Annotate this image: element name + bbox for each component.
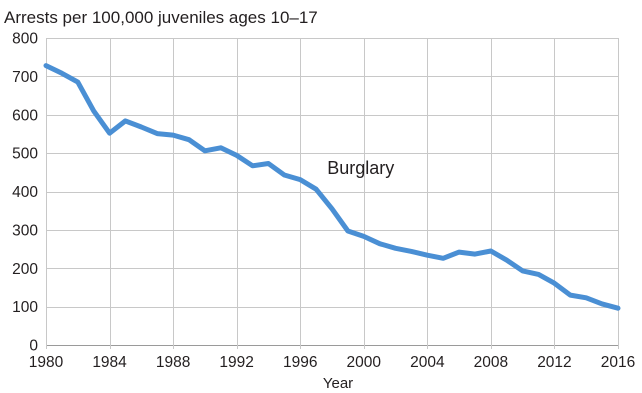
y-tick-label: 0 xyxy=(29,338,38,355)
x-tick-label: 2012 xyxy=(537,354,571,371)
chart-title: Arrests per 100,000 juveniles ages 10–17 xyxy=(4,8,318,27)
x-tick-label: 2004 xyxy=(410,354,445,371)
y-tick-label: 700 xyxy=(12,69,38,86)
series-annotation-label: Burglary xyxy=(327,158,394,178)
y-tick-label: 300 xyxy=(12,222,38,239)
plot-frame xyxy=(46,38,618,346)
burglary-series-line xyxy=(43,63,621,311)
grid xyxy=(46,38,618,308)
y-tick-label: 800 xyxy=(12,31,38,48)
y-axis: 0 100 200 300 400 500 600 700 800 xyxy=(12,31,38,355)
y-tick-label: 200 xyxy=(12,261,38,278)
y-tick-label: 600 xyxy=(12,107,38,124)
x-tick-label: 2000 xyxy=(347,354,382,371)
y-tick-label: 100 xyxy=(12,299,38,316)
x-tick-label: 1980 xyxy=(29,354,64,371)
y-tick-label: 500 xyxy=(12,146,38,163)
x-tick-label: 1992 xyxy=(219,354,253,371)
y-tick-label: 400 xyxy=(12,184,38,201)
x-axis-label: Year xyxy=(323,375,353,392)
x-tick-label: 1996 xyxy=(283,354,317,371)
x-tick-label: 2016 xyxy=(601,354,635,371)
x-tick-label: 1988 xyxy=(156,354,190,371)
annotations: Burglary xyxy=(327,158,394,178)
x-axis: 1980 1984 1988 1992 1996 2000 2004 2008 2012 2016 xyxy=(29,38,635,371)
x-tick-label: 1984 xyxy=(92,354,127,371)
x-tick-label: 2008 xyxy=(474,354,508,371)
